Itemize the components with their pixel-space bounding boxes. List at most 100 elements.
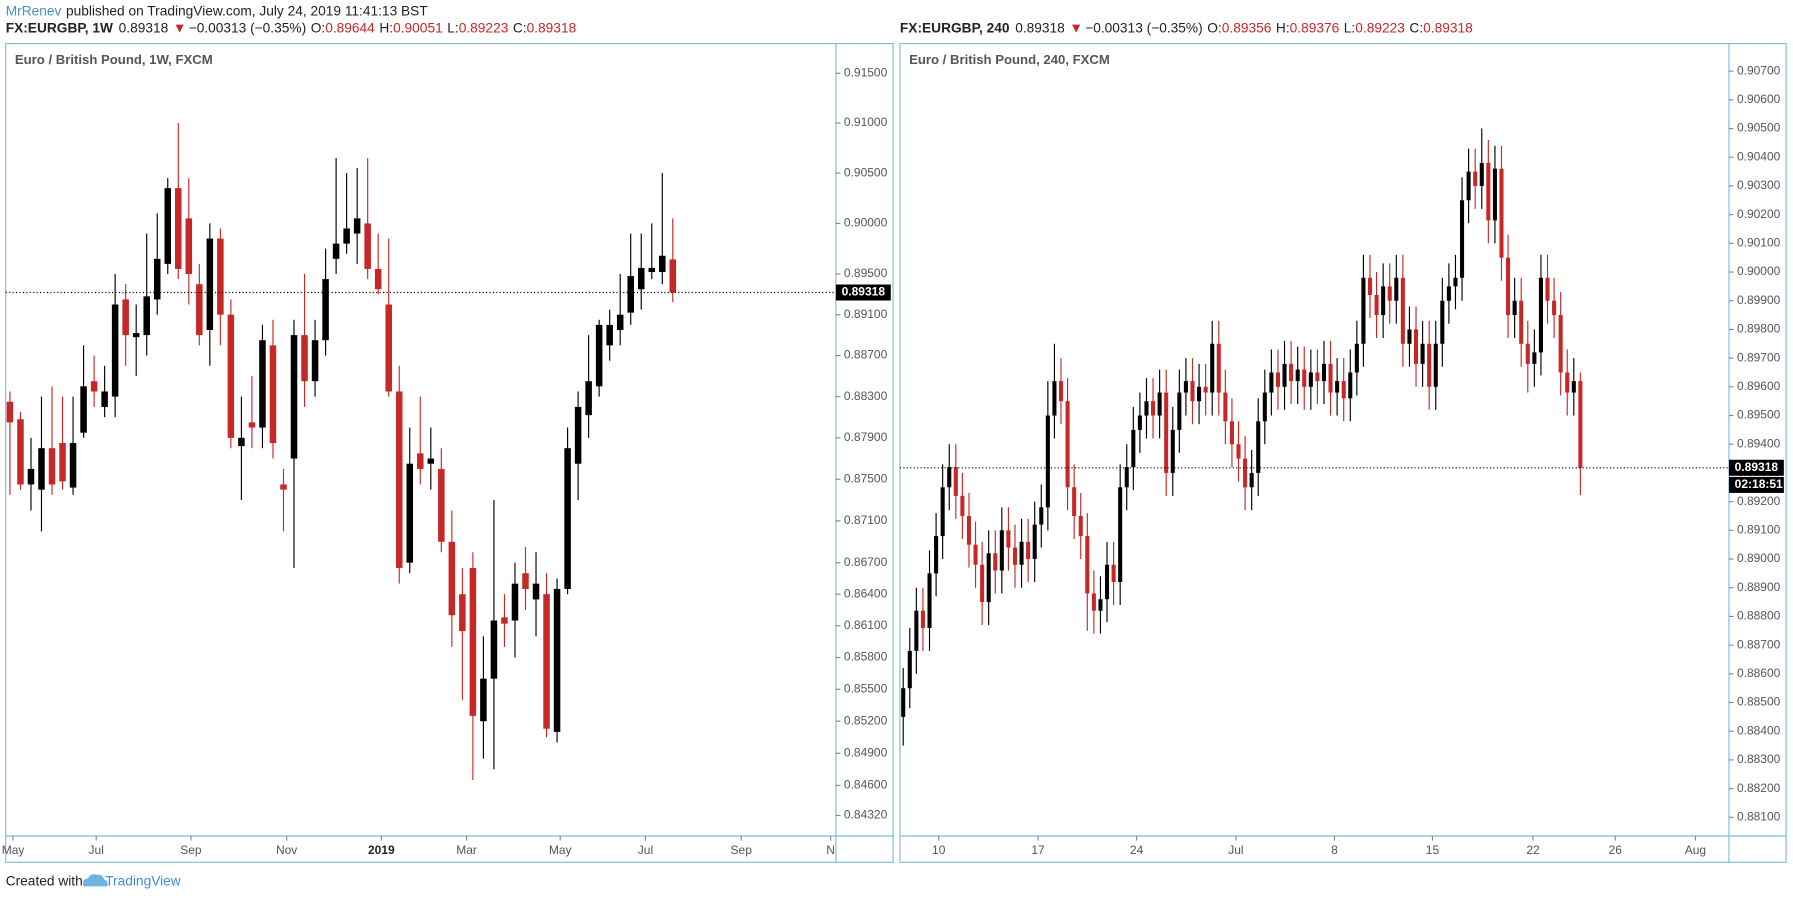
candle-body [280,484,287,490]
x-tick-label: Jul [638,843,653,857]
candle-body [111,304,119,397]
y-tick-label: 0.89400 [1737,436,1781,450]
y-tick-label: 0.90500 [844,165,888,179]
candle-body [1269,372,1274,393]
y-tick-label: 0.88700 [844,348,888,362]
last-price-box [835,284,891,301]
candle-body [1512,300,1517,316]
y-tick-label: 0.89100 [1737,523,1781,537]
candle-body [69,443,77,488]
publish-line: MrRenev published on TradingView.com, Jul… [6,3,429,18]
candle-body [1137,415,1142,430]
ohlc-label: H: [1276,20,1290,35]
x-tick-label: 2019 [368,843,395,857]
candle-body [27,468,35,485]
candle-body [501,617,508,624]
candle-body [1348,372,1353,399]
candle-body [1012,547,1018,565]
candle-body [999,530,1004,571]
candle-body [175,188,182,269]
candle-body [947,467,952,488]
footer-text: Created with [6,873,83,888]
candle-body [1197,386,1202,402]
candle-body [1525,343,1530,364]
candle-body [637,267,645,290]
candle-body [1282,363,1287,387]
candle-body [1354,343,1359,373]
candle-body [1433,343,1438,387]
candle-body [122,299,129,336]
last-price-label: 0.89318 [842,285,886,299]
last-value: 0.89318 [119,20,169,35]
candle-body [1091,593,1096,611]
candle-body [1275,372,1280,387]
candle-body [1085,536,1090,594]
candle-body [38,448,45,490]
candle-body [1045,415,1050,508]
y-tick-label: 0.90600 [1737,92,1781,106]
ohlc-value: 0.89318 [1423,20,1473,35]
candle-body [1006,530,1011,548]
candle-body [1440,300,1445,344]
candle-body [1335,381,1340,393]
ohlc-label: L: [1344,20,1355,35]
panel-border [5,42,894,863]
candle-body [1367,277,1373,295]
candle-body [973,544,978,565]
candle-body [332,243,340,259]
ohlc-value: 0.89356 [1222,20,1272,35]
last-price-box [1728,459,1784,476]
y-tick-label: 0.90200 [1737,207,1781,221]
candle-body [1466,171,1471,201]
candle-body [1019,541,1024,565]
candle-body [1473,171,1478,186]
candle-body [1506,257,1511,316]
candle-body [927,573,932,628]
y-tick-label: 0.89000 [1737,551,1781,565]
candle-body [269,345,277,444]
x-tick-label: 8 [1331,843,1338,857]
y-tick-label: 0.86100 [844,618,888,632]
candle-body [1460,200,1465,278]
publish-text: published on TradingView.com, July 24, 2… [66,3,428,18]
last-price-label: 0.89318 [1735,460,1779,474]
candle-body [290,335,298,459]
candle-body [980,564,985,603]
candle-body [1058,381,1064,402]
y-tick-label: 0.88800 [1737,609,1781,623]
candle-body [1262,392,1267,422]
candle-body [1289,363,1294,382]
y-tick-label: 0.89100 [844,307,888,321]
candle-body [940,487,945,537]
candle-body [564,448,571,589]
x-tick-label: N [826,843,835,857]
candle-body [248,422,256,428]
y-tick-label: 0.90400 [1737,149,1781,163]
ohlc-label: H: [379,20,393,35]
candle-body [907,650,912,689]
change-arrow: ▼ [173,20,187,35]
ohlc-label: O: [1207,20,1221,35]
x-tick-label: 17 [1031,843,1045,857]
candle-body [986,553,991,603]
change: −0.00313 (−0.35%) [189,20,306,35]
candle-body [490,620,498,679]
y-tick-label: 0.85800 [844,650,888,664]
y-tick-label: 0.86700 [844,555,888,569]
candle-body [48,448,56,485]
candle-body [1315,372,1320,382]
y-tick-label: 0.89500 [844,266,888,280]
candle-body [1164,392,1169,473]
candle-body [1492,168,1497,221]
candle-body [196,284,203,336]
y-tick-label: 0.84320 [844,808,888,822]
candle-body [17,419,24,485]
candle-body [1486,162,1491,221]
y-tick-label: 0.89800 [1737,322,1781,336]
symbol: FX:EURGBP, 1W [6,20,113,35]
candle-body [353,218,361,234]
author[interactable]: MrRenev [6,3,62,18]
y-tick-label: 0.87900 [844,430,888,444]
footer-brand[interactable]: TradingView [105,873,181,888]
